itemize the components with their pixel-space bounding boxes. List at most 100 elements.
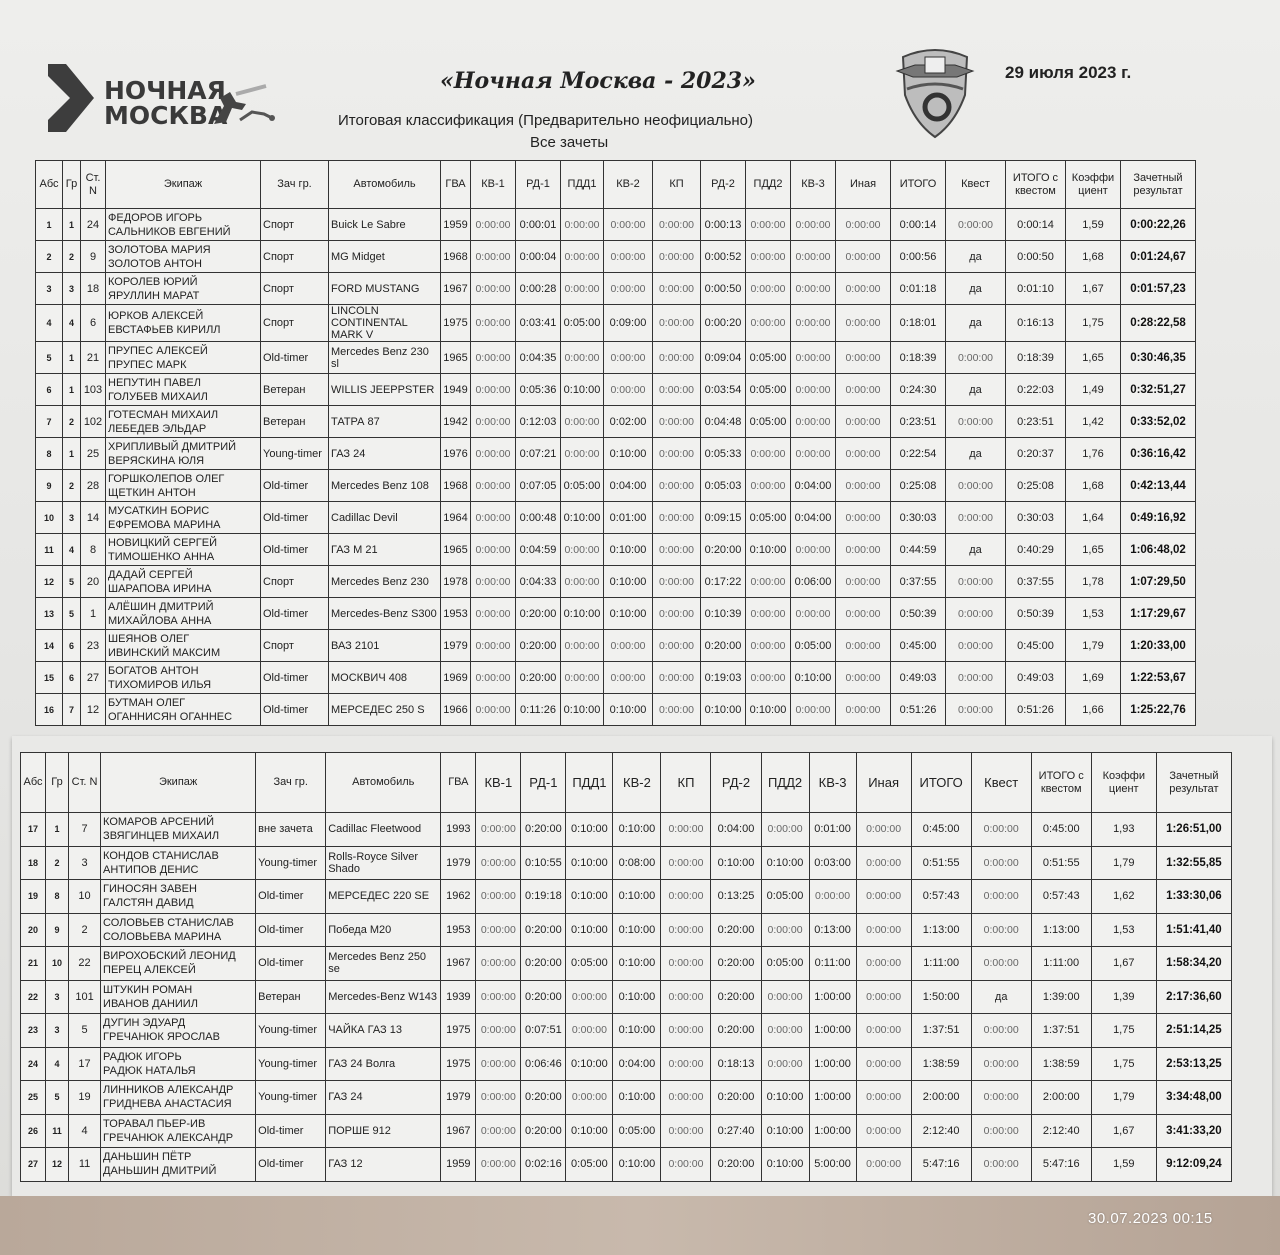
cell-group-pos: 3	[62, 501, 81, 534]
cell-group-pos: 10	[45, 946, 70, 981]
cell-crew: МУСАТКИН БОРИС ЕФРЕМОВА МАРИНА	[105, 501, 261, 534]
cell-start-number: 19	[68, 1080, 102, 1115]
driver-name: ДУГИН ЭДУАРД	[103, 1017, 186, 1030]
cell-other: 0:00:00	[835, 533, 891, 566]
cell-group-pos: 6	[62, 661, 81, 694]
navigator-name: ШАРАПОВА ИРИНА	[108, 582, 212, 595]
classification-scope: Все зачеты	[530, 134, 609, 151]
cell-kv1: 0:00:00	[470, 240, 516, 273]
cell-pdd1: 0:00:00	[560, 272, 604, 305]
cell-kv2: 0:10:00	[612, 812, 662, 847]
column-header-coefficient: Коэффи циент	[1065, 160, 1121, 209]
column-header-quest: Квест	[970, 752, 1032, 813]
cell-quest: 0:00:00	[970, 946, 1032, 981]
cell-kv2: 0:10:00	[603, 597, 653, 630]
cell-pdd1: 0:05:00	[560, 469, 604, 502]
cell-year: 1993	[440, 812, 477, 847]
cell-total-with-quest: 0:18:39	[1005, 341, 1066, 374]
cell-crew: ДАНЬШИН ПЁТР ДАНЬШИН ДМИТРИЙ	[100, 1147, 257, 1182]
cell-rd1: 0:20:00	[520, 979, 567, 1014]
cell-start-number: 18	[80, 272, 106, 305]
column-header-rd1: РД-1	[515, 160, 561, 209]
column-header-crew: Экипаж	[100, 752, 257, 813]
cell-class: Спорт	[260, 629, 329, 662]
cell-quest: да	[970, 979, 1032, 1014]
cell-rd1: 0:11:26	[515, 693, 561, 726]
cell-coefficient: 1,93	[1090, 812, 1157, 847]
cell-year: 1979	[440, 1080, 477, 1115]
cell-abs: 7	[35, 405, 63, 438]
cell-other: 0:00:00	[835, 405, 891, 438]
cell-pdd2: 0:00:00	[745, 304, 791, 342]
cell-rd1: 0:00:04	[515, 240, 561, 273]
cell-abs: 16	[35, 693, 63, 726]
cell-total-with-quest: 0:45:00	[1030, 812, 1092, 847]
cell-car: Mercedes-Benz S300	[328, 597, 441, 630]
navigator-name: ЗВЯГИНЦЕВ МИХАИЛ	[103, 830, 220, 843]
cell-total-with-quest: 0:00:50	[1005, 240, 1066, 273]
column-header-total-with-quest: ИТОГО с квестом	[1005, 160, 1066, 209]
cell-kp: 0:00:00	[652, 565, 701, 598]
navigator-name: ГРЕЧАНЮК АЛЕКСАНДР	[103, 1131, 234, 1144]
cell-pdd1: 0:10:00	[565, 879, 614, 914]
column-header-kv3: КВ-3	[808, 752, 857, 813]
table-row: 27 12 11 ДАНЬШИН ПЁТР ДАНЬШИН ДМИТРИЙ Old-tim…	[19, 1147, 1233, 1182]
cell-kv3: 0:00:00	[790, 341, 836, 374]
cell-class: Young-timer	[255, 845, 327, 880]
cell-kp: 0:00:00	[652, 693, 701, 726]
cell-kv2: 0:01:00	[603, 501, 653, 534]
column-header-car: Автомобиль	[325, 752, 442, 813]
cell-rd2: 0:00:20	[700, 304, 746, 342]
cell-rd2: 0:09:15	[700, 501, 746, 534]
cell-class: Old-timer	[260, 533, 329, 566]
cell-kv3: 0:00:00	[790, 597, 836, 630]
cell-kv3: 0:00:00	[790, 693, 836, 726]
driver-name: ФЕДОРОВ ИГОРЬ	[108, 211, 203, 224]
cell-other: 0:00:00	[835, 341, 891, 374]
cell-rd1: 0:20:00	[520, 1113, 567, 1148]
cell-start-number: 21	[80, 341, 106, 374]
cell-kv3: 0:03:00	[808, 845, 857, 880]
cell-total-with-quest: 0:50:39	[1005, 597, 1066, 630]
cell-start-number: 24	[80, 208, 106, 241]
cell-car: WILLIS JEEPPSTER	[328, 373, 441, 406]
cell-car: ГАЗ М 21	[328, 533, 441, 566]
navigator-name: САЛЬНИКОВ ЕВГЕНИЙ	[108, 225, 231, 238]
cell-kv3: 0:00:00	[790, 405, 836, 438]
cell-rd1: 0:20:00	[515, 629, 561, 662]
cell-rd1: 0:20:00	[520, 812, 567, 847]
cell-start-number: 25	[80, 437, 106, 470]
cell-coefficient: 1,79	[1090, 1080, 1157, 1115]
cell-total-with-quest: 2:00:00	[1030, 1080, 1092, 1115]
cell-result: 1:32:55,85	[1155, 845, 1233, 880]
table-row: 7 2 102 ГОТЕСМАН МИХАИЛ ЛЕБЕДЕВ ЭЛЬДАР Ветера…	[35, 405, 1196, 438]
cell-total: 2:12:40	[910, 1113, 972, 1148]
navigator-name: ИВИНСКИЙ МАКСИМ	[108, 646, 221, 659]
cell-kp: 0:00:00	[660, 1113, 712, 1148]
driver-name: КОРОЛЕВ ЮРИЙ	[108, 275, 198, 288]
cell-class: вне зачета	[255, 812, 327, 847]
navigator-name: ЩЕТКИН АНТОН	[108, 486, 196, 499]
cell-quest: 0:00:00	[970, 1013, 1032, 1048]
cell-class: Спорт	[260, 208, 329, 241]
column-header-abs: Абс	[35, 160, 63, 209]
cell-kp: 0:00:00	[652, 437, 701, 470]
cell-abs: 4	[35, 304, 63, 342]
cell-total-with-quest: 0:49:03	[1005, 661, 1066, 694]
cell-car: ПОРШЕ 912	[325, 1113, 442, 1148]
navigator-name: ЗОЛОТОВ АНТОН	[108, 257, 202, 270]
column-header-coefficient: Коэффи циент	[1090, 752, 1157, 813]
cell-quest: 0:00:00	[945, 597, 1006, 630]
driver-name: БОГАТОВ АНТОН	[108, 664, 199, 677]
cell-crew: ДУГИН ЭДУАРД ГРЕЧАНЮК ЯРОСЛАВ	[100, 1013, 257, 1048]
column-header-crew: Экипаж	[105, 160, 261, 209]
cell-coefficient: 1,42	[1065, 405, 1121, 438]
cell-class: Спорт	[260, 304, 329, 342]
club-emblem-icon	[895, 49, 975, 139]
cell-coefficient: 1,67	[1090, 946, 1157, 981]
cell-kv2: 0:10:00	[603, 565, 653, 598]
driver-name: КОМАРОВ АРСЕНИЙ	[103, 816, 215, 829]
cell-kv3: 0:00:00	[790, 533, 836, 566]
cell-kp: 0:00:00	[660, 845, 712, 880]
cell-pdd2: 0:05:00	[745, 373, 791, 406]
